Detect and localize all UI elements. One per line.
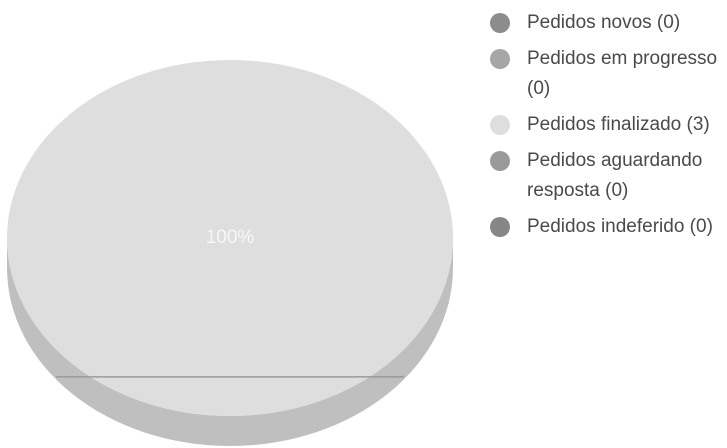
legend-swatch-icon bbox=[490, 13, 510, 33]
legend-label: Pedidos em progresso (0) bbox=[527, 48, 718, 99]
legend-swatch-icon bbox=[490, 115, 510, 135]
legend-item-pedidos-finalizado[interactable]: Pedidos finalizado (3) bbox=[490, 110, 727, 140]
legend-swatch-icon bbox=[490, 151, 510, 171]
pie-slice-side bbox=[7, 238, 453, 446]
legend-label: Pedidos aguardando resposta (0) bbox=[527, 150, 703, 201]
legend-swatch-icon bbox=[490, 49, 510, 69]
pie-chart: 100% bbox=[7, 60, 453, 446]
chart-legend: Pedidos novos (0) Pedidos em progresso (… bbox=[490, 8, 727, 248]
pie-chart-svg: 100% bbox=[7, 60, 453, 446]
legend-swatch-icon bbox=[490, 217, 510, 237]
legend-item-pedidos-novos[interactable]: Pedidos novos (0) bbox=[490, 8, 727, 38]
pie-data-label: 100% bbox=[206, 227, 255, 248]
legend-item-pedidos-indeferido[interactable]: Pedidos indeferido (0) bbox=[490, 212, 727, 242]
pie-slice[interactable] bbox=[7, 60, 453, 416]
legend-label: Pedidos novos (0) bbox=[527, 12, 681, 33]
legend-item-pedidos-em-progresso[interactable]: Pedidos em progresso (0) bbox=[490, 44, 727, 104]
legend-item-pedidos-aguardando-resposta[interactable]: Pedidos aguardando resposta (0) bbox=[490, 146, 727, 206]
legend-label: Pedidos finalizado (3) bbox=[527, 114, 710, 135]
legend-label: Pedidos indeferido (0) bbox=[527, 216, 713, 237]
